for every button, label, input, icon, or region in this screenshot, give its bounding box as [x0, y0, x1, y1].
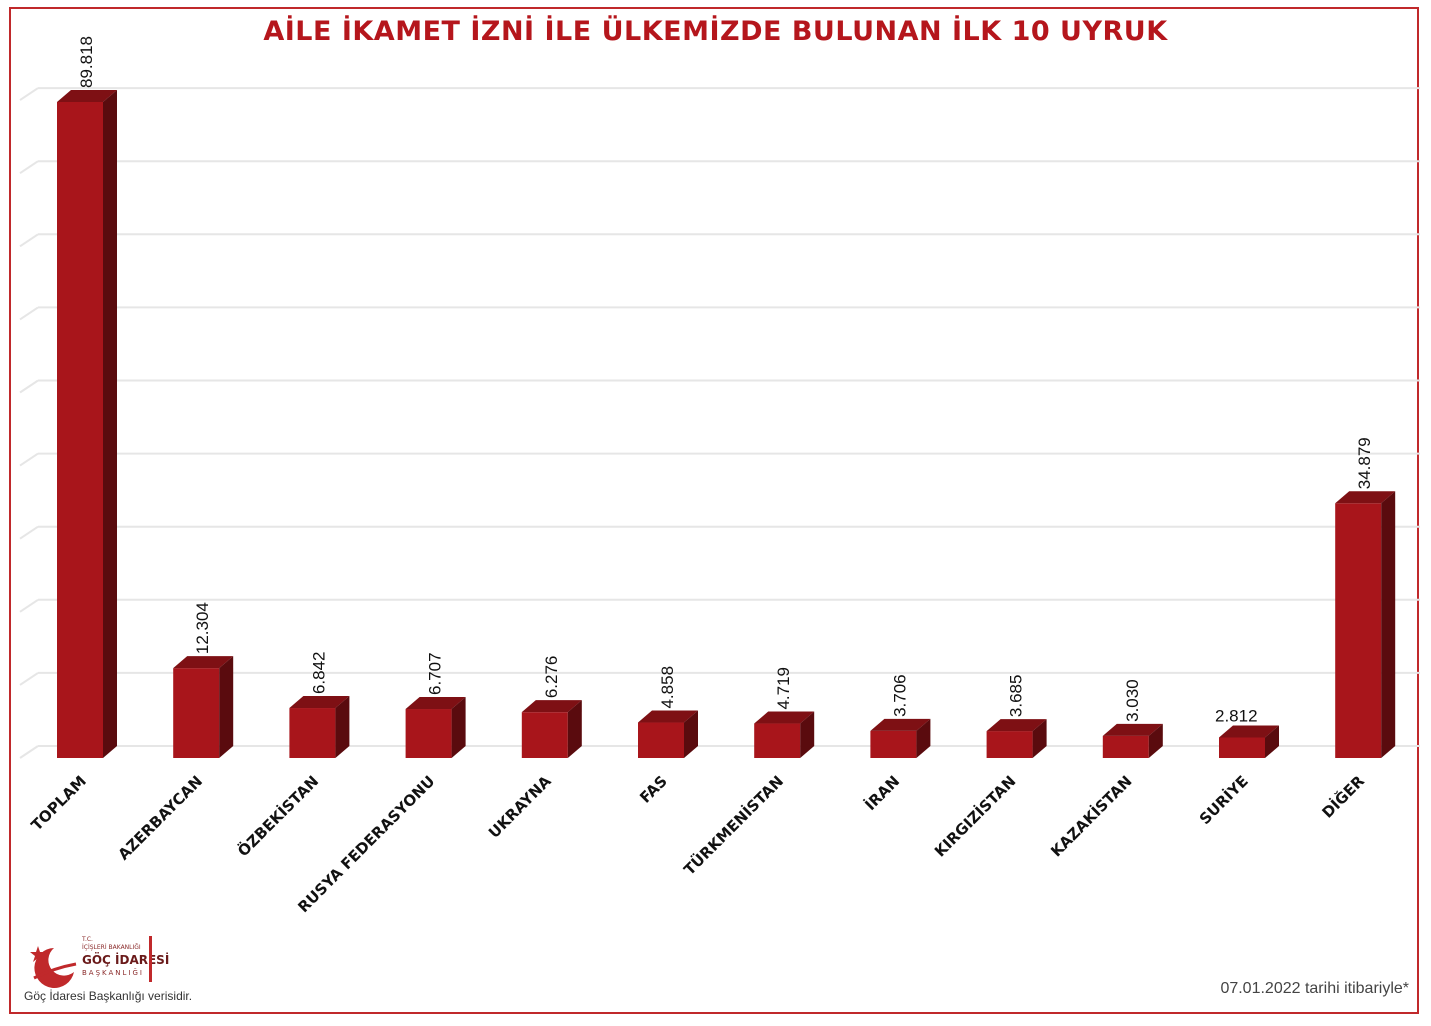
category-label: KAZAKİSTAN — [1047, 771, 1136, 860]
logo-tc: T.C. — [82, 936, 93, 943]
crescent-star-icon — [30, 946, 77, 988]
bar-side — [1265, 725, 1279, 758]
bar-front — [289, 708, 336, 758]
category-label: FAS — [636, 772, 671, 807]
bar-side — [1381, 491, 1396, 758]
bar-front — [57, 102, 103, 758]
bar — [405, 697, 466, 758]
source-note: Göç İdaresi Başkanlığı verisidir. — [24, 989, 193, 1003]
logo-ministry: İÇİŞLERİ BAKANLIĞI — [82, 944, 141, 951]
bar — [521, 700, 582, 758]
category-label: AZERBAYCAN — [115, 772, 206, 863]
bar — [638, 710, 698, 758]
bar — [754, 711, 815, 758]
value-label: 3.706 — [890, 674, 909, 717]
grid-line-depth — [19, 233, 39, 248]
bar-top — [405, 697, 466, 710]
bar-front — [521, 712, 568, 758]
bar — [1219, 725, 1279, 758]
category-label: ÖZBEKİSTAN — [233, 771, 322, 860]
bar-front — [1335, 503, 1382, 758]
bar-front — [173, 668, 220, 758]
bar-side — [684, 710, 698, 758]
chart-title: AİLE İKAMET İZNİ İLE ÜLKEMİZDE BULUNAN İ… — [263, 16, 1168, 47]
bar-side — [451, 697, 466, 758]
bar-top — [1219, 725, 1279, 738]
bar-front — [638, 722, 684, 758]
bar-front — [754, 723, 801, 758]
bar-top — [638, 710, 698, 723]
value-label: 4.858 — [658, 666, 677, 709]
goc-idaresi-logo: T.C. İÇİŞLERİ BAKANLIĞI GÖÇ İDARESİ BAŞK… — [24, 934, 174, 1006]
category-label: RUSYA FEDERASYONU — [294, 772, 438, 916]
value-label: 89.818 — [77, 36, 96, 88]
bar — [986, 719, 1047, 758]
bar-top — [754, 711, 815, 724]
bar-top — [57, 90, 117, 102]
grid-line-depth — [19, 160, 39, 175]
value-label: 3.685 — [1007, 675, 1026, 718]
bar — [173, 656, 234, 758]
bar-top — [173, 656, 234, 669]
grid-line-depth — [19, 525, 39, 540]
bar-side — [103, 90, 117, 758]
value-label: 12.304 — [193, 602, 212, 654]
bar — [1102, 723, 1163, 758]
grid-line-depth — [19, 87, 39, 101]
category-label: SURİYE — [1195, 771, 1252, 828]
bar-side — [1148, 723, 1163, 758]
bar-side — [800, 711, 815, 758]
bar-side — [567, 700, 582, 758]
category-label: UKRAYNA — [485, 772, 555, 842]
grid-lines — [19, 87, 1420, 759]
bar-front — [986, 731, 1033, 758]
bar-side — [335, 696, 350, 758]
value-label: 34.879 — [1355, 437, 1374, 489]
bar-side — [219, 656, 234, 758]
bars — [57, 90, 1396, 758]
bar — [57, 90, 117, 758]
bar-top — [289, 696, 350, 709]
logo-baskanligi: BAŞKANLIĞI — [82, 969, 144, 977]
grid-line-depth — [19, 598, 39, 613]
bar-front — [870, 730, 917, 758]
value-label: 6.276 — [542, 656, 561, 699]
bar — [1335, 491, 1396, 758]
bar-side — [1032, 719, 1047, 758]
logo-divider — [149, 936, 152, 982]
date-note: 07.01.2022 tarihi itibariyle* — [1220, 980, 1409, 997]
grid-line-depth — [19, 379, 39, 394]
value-label: 6.707 — [426, 652, 445, 695]
bar — [870, 718, 931, 758]
value-label: 3.030 — [1123, 679, 1142, 722]
bar-side — [916, 718, 931, 758]
grid-line-depth — [19, 452, 39, 467]
value-label: 2.812 — [1215, 706, 1258, 725]
grid-line-depth — [19, 745, 39, 759]
bar-top — [1335, 491, 1396, 504]
category-label: TOPLAM — [28, 772, 90, 834]
bar — [289, 696, 350, 758]
bar-front — [1102, 735, 1149, 758]
value-label: 4.719 — [774, 667, 793, 710]
category-label: İRAN — [861, 771, 904, 814]
bar-top — [1102, 723, 1163, 736]
grid-line-depth — [19, 672, 39, 686]
category-label: DİĞER — [1318, 771, 1369, 822]
grid-line-depth — [19, 306, 39, 321]
bar-front — [405, 709, 452, 758]
chart-frame — [9, 7, 1419, 1014]
category-label: KIRGIZİSTAN — [930, 771, 1019, 860]
bar-front — [1219, 737, 1265, 758]
value-label: 6.842 — [309, 651, 328, 694]
category-label: TÜRKMENİSTAN — [680, 771, 787, 878]
value-labels: 89.818 12.304 6.842 6.707 6.276 4.858 4.719 3.7… — [77, 36, 1374, 725]
bar-top — [521, 700, 582, 713]
logo-goc-idaresi: GÖÇ İDARESİ — [82, 953, 170, 967]
bar-top — [986, 719, 1047, 732]
bar-top — [870, 718, 931, 731]
